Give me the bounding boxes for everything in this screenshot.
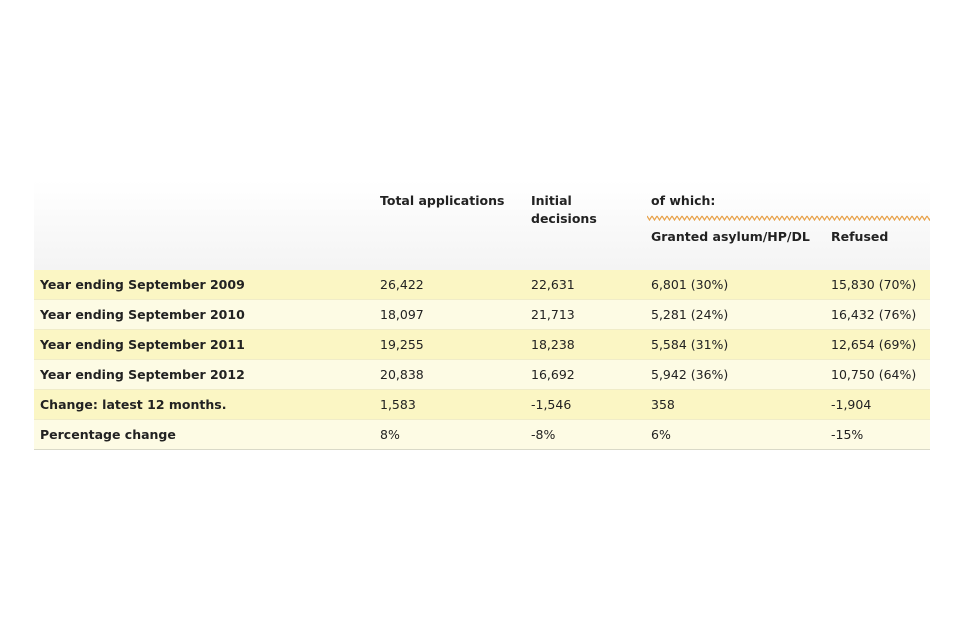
header-of-which: of which: [651, 193, 716, 208]
row-label: Year ending September 2010 [40, 307, 245, 322]
cell-total-applications: 20,838 [380, 367, 424, 382]
cell-refused: 15,830 (70%) [831, 277, 917, 292]
cell-granted: 5,281 (24%) [651, 307, 729, 322]
cell-initial-decisions: 18,238 [531, 337, 575, 352]
table-row: Change: latest 12 months. 1,583 -1,546 3… [34, 390, 930, 420]
cell-refused: 10,750 (64%) [831, 367, 917, 382]
zigzag-divider [647, 215, 930, 221]
cell-refused: -15% [831, 427, 864, 442]
table-row: Year ending September 2010 18,097 21,713… [34, 300, 930, 330]
header-initial-decisions: Initial decisions [531, 193, 597, 226]
table-row: Percentage change 8% -8% 6% -15% [34, 420, 930, 450]
cell-refused: 12,654 (69%) [831, 337, 917, 352]
cell-granted: 6% [651, 427, 671, 442]
cell-granted: 5,584 (31%) [651, 337, 729, 352]
row-label: Year ending September 2012 [40, 367, 245, 382]
row-label: Year ending September 2011 [40, 337, 245, 352]
cell-granted: 6,801 (30%) [651, 277, 729, 292]
cell-initial-decisions: 22,631 [531, 277, 575, 292]
cell-granted: 5,942 (36%) [651, 367, 729, 382]
cell-refused: 16,432 (76%) [831, 307, 917, 322]
cell-total-applications: 19,255 [380, 337, 424, 352]
table-row: Year ending September 2012 20,838 16,692… [34, 360, 930, 390]
cell-initial-decisions: 21,713 [531, 307, 575, 322]
cell-initial-decisions: -1,546 [531, 397, 572, 412]
cell-initial-decisions: 16,692 [531, 367, 575, 382]
table-row: Year ending September 2009 26,422 22,631… [34, 270, 930, 300]
cell-total-applications: 1,583 [380, 397, 416, 412]
table-header: Total applications Initial decisions of … [34, 180, 930, 270]
header-total-applications: Total applications [380, 193, 505, 208]
row-label: Change: latest 12 months. [40, 397, 227, 412]
row-label: Year ending September 2009 [40, 277, 245, 292]
cell-total-applications: 8% [380, 427, 400, 442]
table-row: Year ending September 2011 19,255 18,238… [34, 330, 930, 360]
cell-total-applications: 18,097 [380, 307, 424, 322]
cell-refused: -1,904 [831, 397, 872, 412]
cell-granted: 358 [651, 397, 675, 412]
row-label: Percentage change [40, 427, 176, 442]
cell-total-applications: 26,422 [380, 277, 424, 292]
header-refused: Refused [831, 229, 889, 244]
cell-initial-decisions: -8% [531, 427, 556, 442]
statistics-table: Total applications Initial decisions of … [34, 180, 930, 450]
header-granted: Granted asylum/HP/DL [651, 229, 810, 244]
